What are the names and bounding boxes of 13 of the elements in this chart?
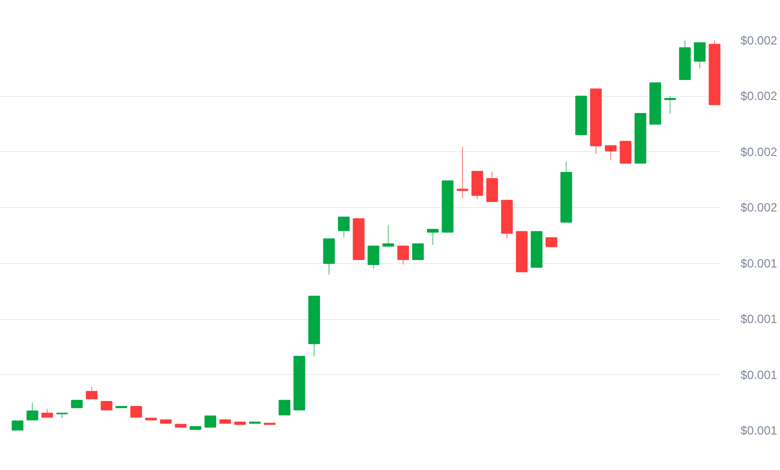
candlestick bbox=[620, 140, 632, 164]
candlestick bbox=[412, 243, 424, 260]
candlestick bbox=[278, 400, 290, 416]
y-tick-label: $0.002 bbox=[740, 89, 778, 104]
y-tick-label: $0.002 bbox=[740, 144, 778, 159]
candlestick bbox=[130, 406, 142, 418]
y-tick-label: $0.001 bbox=[740, 256, 778, 270]
candlestick bbox=[204, 416, 216, 428]
y-tick-label: $0.002 bbox=[740, 34, 778, 48]
y-tick-label: $0.001 bbox=[740, 368, 778, 382]
y-tick-label: $0.002 bbox=[740, 200, 778, 215]
y-tick-label: $0.001 bbox=[740, 312, 778, 326]
y-tick-label: $0.001 bbox=[740, 424, 778, 438]
